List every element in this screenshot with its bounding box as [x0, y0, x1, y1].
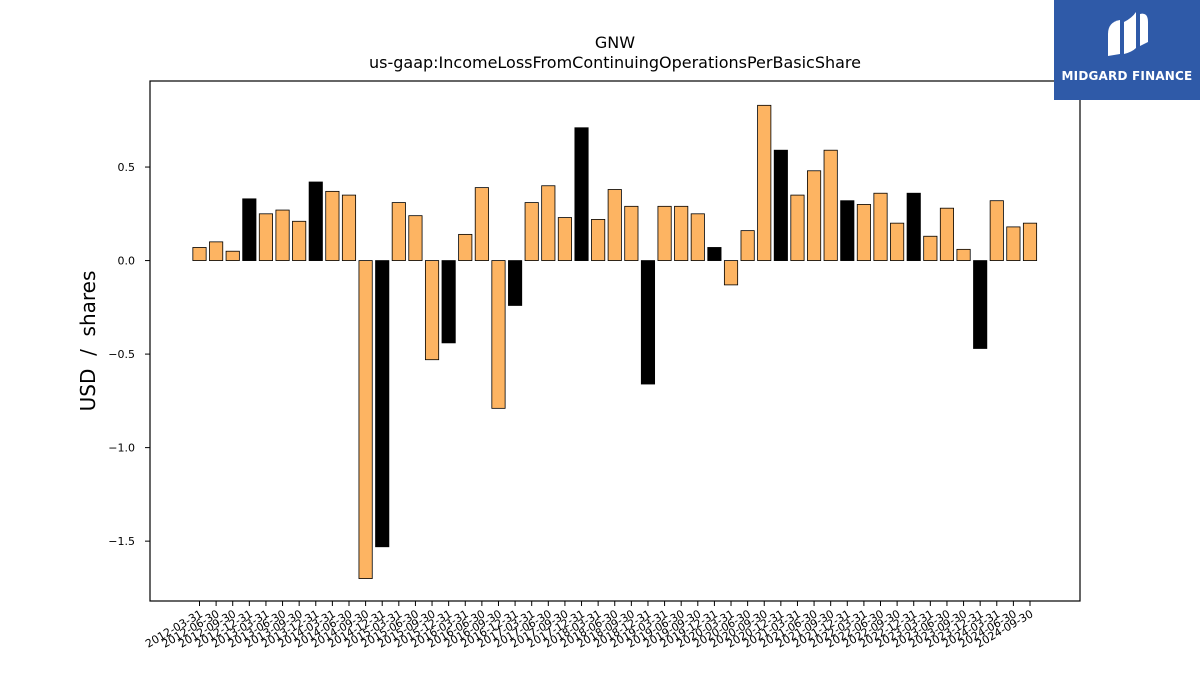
y-axis-label: USD / shares	[76, 271, 100, 412]
bar-2022-09-30	[890, 222, 905, 261]
bar-2013-03-31	[258, 213, 273, 261]
plot-frame	[149, 80, 1081, 602]
bar-2023-06-30	[939, 207, 954, 261]
bar-2020-03-31	[723, 260, 739, 286]
bar-2019-12-31	[707, 247, 722, 261]
bar-2014-09-30	[358, 260, 373, 579]
bar-2016-09-30	[491, 260, 506, 409]
bar-2020-09-30	[757, 104, 772, 261]
bar-2020-12-31	[773, 149, 788, 261]
bar-2021-09-30	[823, 149, 838, 261]
logo-text: MIDGARD FINANCE	[1061, 69, 1193, 83]
bar-2024-09-30	[1022, 222, 1038, 261]
y-tick-label: −0.5	[108, 348, 135, 361]
bar-2023-03-31	[923, 235, 938, 261]
bar-2014-06-30	[341, 194, 357, 261]
logo-mark-icon	[1108, 12, 1148, 56]
bar-2023-09-30	[956, 248, 971, 261]
bar-2023-12-31	[973, 260, 988, 349]
bar-2022-06-30	[873, 192, 888, 261]
bar-2012-09-30	[225, 250, 240, 261]
y-ticks-group: 0.5 0.0 −0.5 −1.0 −1.5	[108, 161, 150, 548]
bar-2013-09-30	[292, 220, 307, 261]
bar-2020-06-30	[740, 230, 755, 261]
bar-2014-03-31	[325, 190, 340, 261]
bar-2019-06-30	[674, 205, 689, 261]
bar-2015-09-30	[424, 260, 440, 361]
bar-2018-03-31	[591, 219, 606, 261]
bar-2013-12-31	[308, 181, 323, 261]
y-tick-label: −1.0	[108, 442, 135, 455]
bar-2018-12-31	[640, 260, 656, 385]
bar-2021-06-30	[807, 170, 822, 261]
bar-2015-06-30	[408, 215, 423, 261]
chart-title: GNW	[595, 33, 635, 52]
bar-2017-06-30	[541, 185, 556, 261]
x-ticks-group: 2012-03-312012-06-302012-09-302012-12-31…	[143, 601, 1036, 651]
bar-2019-09-30	[690, 213, 705, 261]
bar-2016-06-30	[474, 187, 489, 261]
bar-2024-03-31	[989, 200, 1004, 261]
bar-2017-12-31	[574, 127, 589, 261]
bar-2013-06-30	[275, 209, 290, 261]
bar-2022-12-31	[906, 192, 921, 261]
bar-2022-03-31	[856, 204, 871, 261]
bar-2015-03-31	[391, 202, 406, 261]
bar-2018-06-30	[607, 189, 622, 261]
brand-logo: MIDGARD FINANCE	[1054, 0, 1200, 100]
bar-2017-03-31	[524, 202, 539, 261]
bar-2019-03-31	[657, 205, 672, 261]
bar-2015-12-31	[441, 260, 456, 344]
bar-2017-09-30	[557, 217, 572, 261]
bar-2018-09-30	[624, 205, 639, 261]
chart-subtitle: us-gaap:IncomeLossFromContinuingOperatio…	[369, 53, 861, 72]
bar-2021-12-31	[840, 200, 855, 261]
y-tick-label: 0.0	[118, 255, 136, 268]
bar-2016-03-31	[458, 233, 473, 261]
bar-2021-03-31	[790, 194, 805, 261]
bar-2014-12-31	[375, 260, 390, 548]
bar-2016-12-31	[508, 260, 523, 306]
y-tick-label: −1.5	[108, 535, 135, 548]
bars-group	[192, 104, 1038, 579]
bar-2024-06-30	[1006, 226, 1021, 261]
bar-2012-06-30	[209, 241, 224, 261]
y-tick-label: 0.5	[118, 161, 136, 174]
bar-2012-03-31	[192, 247, 207, 261]
bar-2012-12-31	[242, 198, 257, 261]
